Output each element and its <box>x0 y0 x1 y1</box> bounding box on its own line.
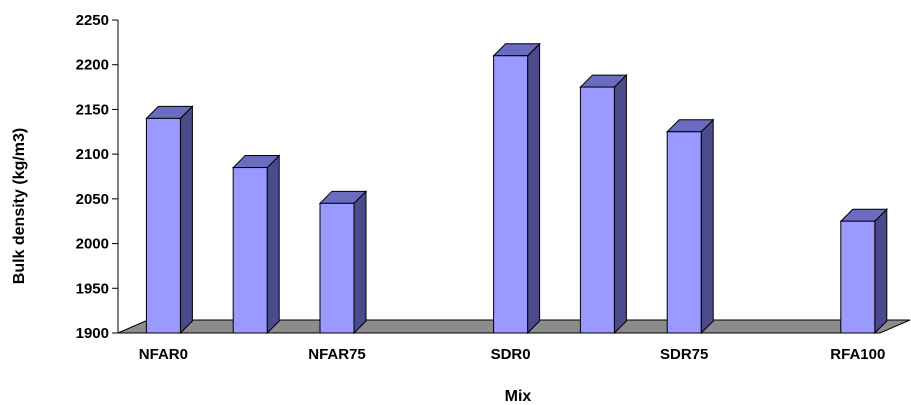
bar-side <box>700 118 714 335</box>
bar-front <box>666 131 702 334</box>
y-axis-title: Bulk density (kg/m3) <box>11 128 28 284</box>
bar-side <box>527 42 541 335</box>
bar-nfar0 <box>145 105 194 335</box>
bar-rfa100 <box>839 208 889 335</box>
x-category-label: NFAR75 <box>308 346 366 363</box>
y-tick-label: 2250 <box>76 12 109 29</box>
x-category-label: SDR75 <box>660 346 708 363</box>
bar-nfar75 <box>318 190 368 335</box>
y-axis: 1900 1950 2000 2050 2100 2150 2200 2250 <box>76 12 119 342</box>
y-tick-label: 1950 <box>76 280 109 297</box>
bar-front <box>319 202 355 334</box>
x-axis-categories: NFAR0 NFAR75 SDR0 SDR75 RFA100 <box>139 346 886 363</box>
y-tick-label: 1900 <box>76 325 109 342</box>
bar-front <box>579 86 615 334</box>
x-category-label: NFAR0 <box>139 346 188 363</box>
bar-sdr75 <box>665 118 715 335</box>
bar-front <box>145 117 181 334</box>
bars <box>145 42 889 335</box>
bar-side <box>266 154 280 335</box>
x-axis-title: Mix <box>505 388 532 405</box>
y-tick-label: 2200 <box>76 57 109 74</box>
bar-side <box>353 190 367 335</box>
y-tick-label: 2000 <box>76 236 109 253</box>
y-tick-label: 2100 <box>76 146 109 163</box>
bar-side <box>874 208 888 335</box>
bar-sdr50 <box>579 73 628 335</box>
x-category-label: RFA100 <box>830 346 885 363</box>
bar-front <box>840 220 876 334</box>
bar-sdr0 <box>492 42 541 335</box>
bar-front <box>232 167 268 334</box>
bar-side <box>179 105 193 335</box>
y-tick-label: 2050 <box>76 191 109 208</box>
x-category-label: SDR0 <box>491 346 531 363</box>
y-tick-label: 2150 <box>76 101 109 118</box>
bar-front <box>493 55 529 334</box>
bar-nfar50 <box>231 154 281 335</box>
bar-side <box>613 73 627 335</box>
